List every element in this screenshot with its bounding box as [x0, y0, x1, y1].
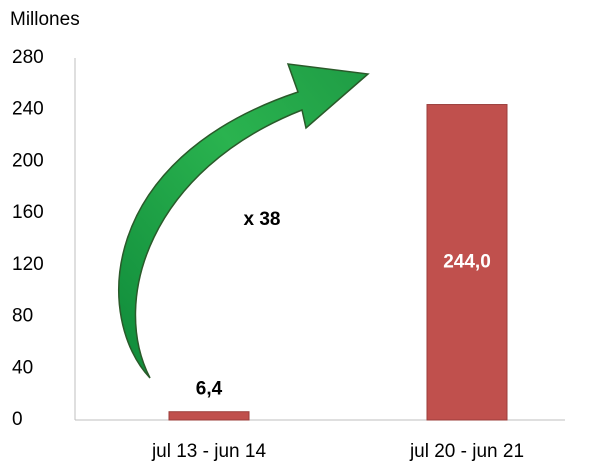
value-label: 6,4	[196, 379, 223, 400]
y-tick-label: 200	[12, 150, 44, 171]
annotation: x 38	[244, 209, 281, 230]
value-label: 244,0	[443, 251, 491, 272]
y-tick-label: 40	[12, 357, 33, 378]
bar	[426, 104, 508, 421]
y-tick-label: 80	[12, 306, 33, 327]
y-tick-label: 280	[12, 47, 44, 68]
bar	[168, 411, 250, 421]
y-tick-label: 240	[12, 99, 44, 120]
y-axis-label: Millones	[10, 9, 80, 30]
y-tick-label: 120	[12, 254, 44, 275]
y-tick-label: 160	[12, 202, 44, 223]
x-tick-label: jul 13 - jun 14	[151, 441, 267, 462]
arrow	[118, 63, 370, 379]
x-tick-label: jul 20 - jun 21	[409, 441, 524, 462]
y-tick-label: 0	[12, 409, 23, 430]
